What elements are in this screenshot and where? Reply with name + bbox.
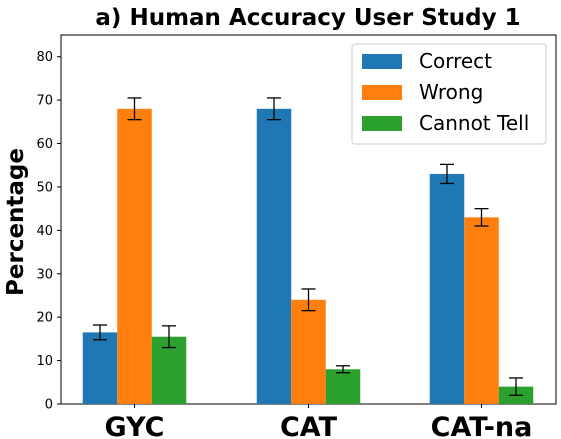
legend-label: Cannot Tell [419, 111, 529, 135]
y-tick-label: 30 [36, 267, 53, 282]
x-tick-label: GYC [105, 412, 165, 439]
chart-title: a) Human Accuracy User Study 1 [95, 5, 520, 31]
bar [82, 332, 118, 404]
y-tick-label: 0 [45, 398, 53, 413]
plot-area: 0 10 20 30 40 50 60 70 80 GYC CAT CAT-na [36, 34, 557, 439]
bar [325, 369, 361, 404]
legend-label: Wrong [419, 80, 483, 104]
legend-swatch [362, 116, 402, 131]
legend-label: Correct [419, 49, 492, 73]
bar [291, 299, 326, 404]
bar [429, 173, 465, 404]
bar [256, 108, 292, 405]
bar [117, 108, 152, 405]
x-tick-label: CAT-na [431, 412, 533, 439]
y-tick-label: 40 [36, 224, 53, 239]
y-tick-label: 50 [36, 180, 53, 195]
legend-swatch [362, 54, 402, 69]
y-tick-label: 70 [36, 94, 53, 109]
y-tick-label: 60 [36, 137, 53, 152]
y-axis-label: Percentage [3, 148, 29, 296]
y-tick-label: 20 [36, 311, 53, 326]
y-tick-label: 80 [36, 50, 53, 65]
legend: Correct Wrong Cannot Tell [351, 43, 547, 145]
x-tick-label: CAT [280, 412, 338, 439]
bar [464, 217, 499, 404]
legend-swatch [362, 85, 402, 100]
y-tick-label: 10 [36, 354, 53, 369]
